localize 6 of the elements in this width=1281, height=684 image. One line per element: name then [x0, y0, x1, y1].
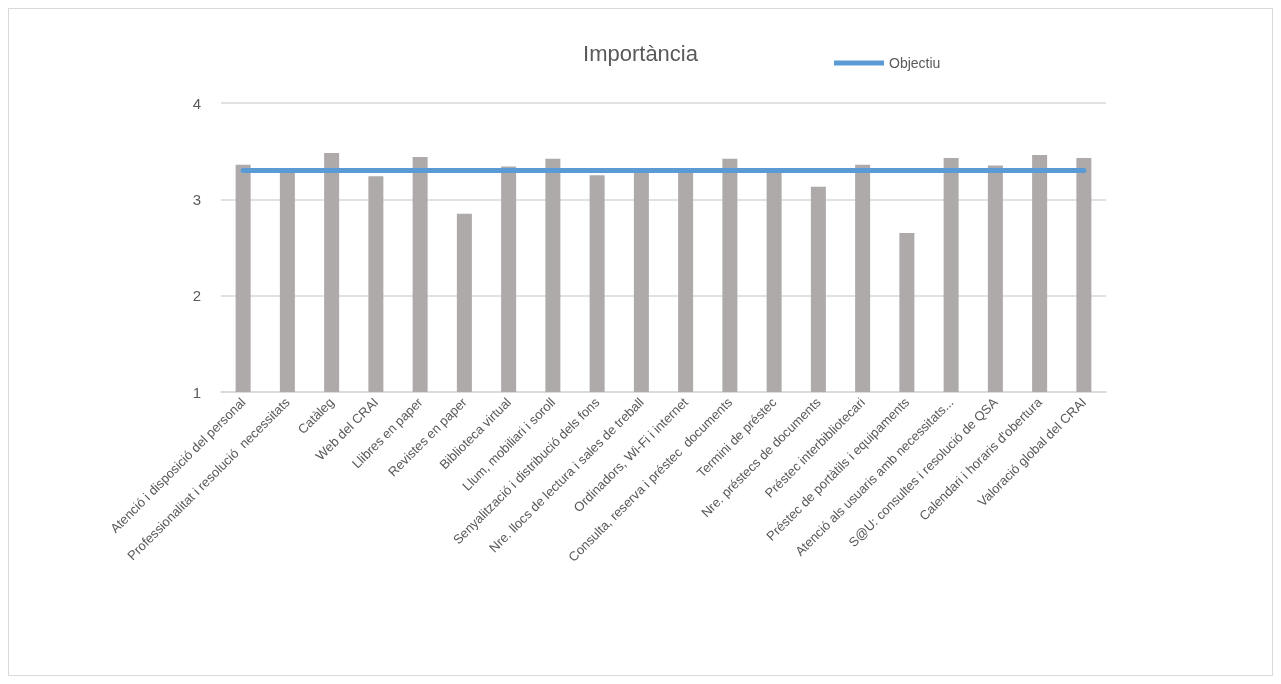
- legend-label: Objectiu: [889, 55, 941, 71]
- y-tick-label: 4: [192, 94, 201, 112]
- y-tick-label: 1: [192, 383, 201, 401]
- chart-title: Importància: [583, 40, 699, 66]
- y-tick-label: 2: [192, 287, 201, 305]
- y-tick-label: 3: [192, 190, 201, 208]
